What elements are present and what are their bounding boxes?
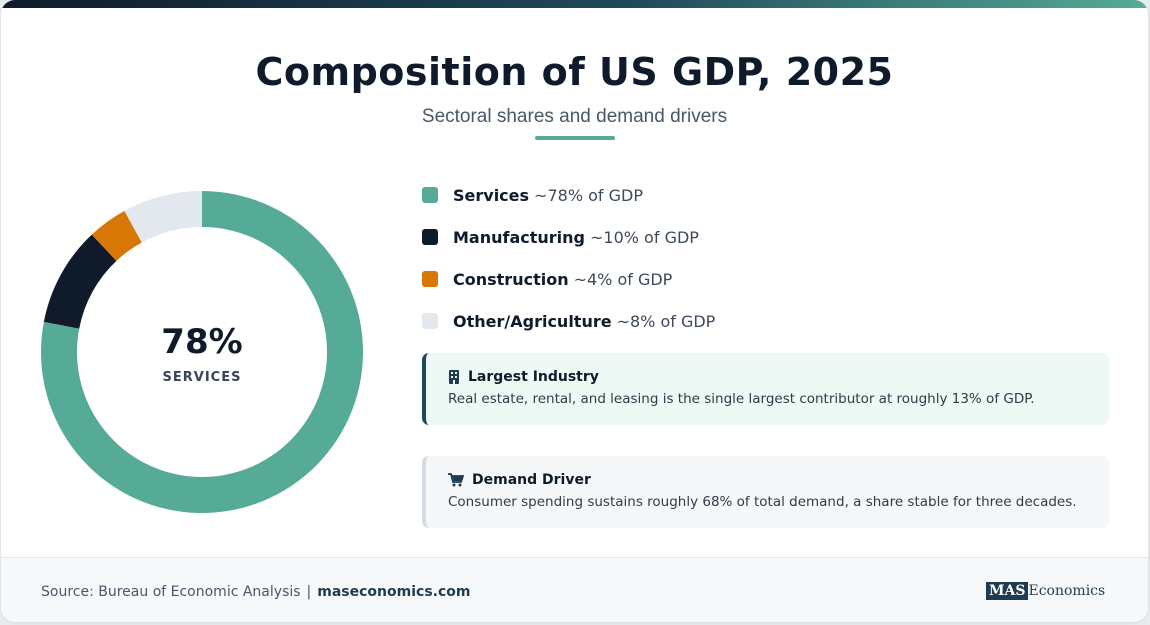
legend-swatch xyxy=(422,229,438,245)
legend-item-services: Services ~78% of GDP xyxy=(422,174,715,216)
legend-value: ~8% of GDP xyxy=(616,311,716,331)
note-largest-industry: Largest Industry Real estate, rental, an… xyxy=(422,353,1109,425)
note-header: Largest Industry xyxy=(448,369,1109,385)
title-underline xyxy=(535,136,615,140)
source-separator: | xyxy=(306,584,312,600)
page-title: Composition of US GDP, 2025 xyxy=(255,50,894,94)
note-title: Largest Industry xyxy=(468,369,599,385)
donut-slice-manufacturing xyxy=(43,234,117,329)
legend-swatch xyxy=(422,313,438,329)
note-title: Demand Driver xyxy=(472,472,591,488)
top-accent-bar xyxy=(1,0,1148,8)
note-body: Real estate, rental, and leasing is the … xyxy=(448,391,1035,407)
legend-label: Other/Agriculture xyxy=(453,311,612,331)
logo-wordmark: Economics xyxy=(1028,583,1106,599)
note-header: Demand Driver xyxy=(448,472,1109,488)
donut-center-value: 78% xyxy=(161,322,243,362)
note-body: Consumer spending sustains roughly 68% o… xyxy=(448,494,1077,510)
brand-logo: MAS Economics xyxy=(986,582,1105,600)
site-link[interactable]: maseconomics.com xyxy=(317,584,471,600)
legend-swatch xyxy=(422,187,438,203)
legend-value: ~78% of GDP xyxy=(534,185,643,205)
donut-slice-construction xyxy=(91,210,142,261)
legend-value: ~4% of GDP xyxy=(573,269,673,289)
legend-item-manufacturing: Manufacturing ~10% of GDP xyxy=(422,216,715,258)
donut-center-label: SERVICES xyxy=(162,370,242,385)
legend-value: ~10% of GDP xyxy=(590,227,699,247)
legend-label: Manufacturing xyxy=(453,227,585,247)
legend-swatch xyxy=(422,271,438,287)
legend-label: Services xyxy=(453,185,530,205)
legend-label: Construction xyxy=(453,269,569,289)
note-demand-driver: Demand Driver Consumer spending sustains… xyxy=(422,456,1109,528)
shopping-cart-icon xyxy=(448,473,464,487)
chart-legend: Services ~78% of GDP Manufacturing ~10% … xyxy=(422,174,715,342)
legend-item-construction: Construction ~4% of GDP xyxy=(422,258,715,300)
donut-slice-other-agriculture xyxy=(124,191,202,243)
source-text: Source: Bureau of Economic Analysis xyxy=(41,584,301,600)
donut-chart xyxy=(41,191,363,513)
source-line: Source: Bureau of Economic Analysis | mase… xyxy=(41,584,470,600)
legend-item-other-agriculture: Other/Agriculture ~8% of GDP xyxy=(422,300,715,342)
logo-mark: MAS xyxy=(986,582,1029,600)
page-subtitle: Sectoral shares and demand drivers xyxy=(421,106,728,127)
footer: Source: Bureau of Economic Analysis | mase… xyxy=(1,557,1148,622)
building-icon xyxy=(448,370,460,384)
